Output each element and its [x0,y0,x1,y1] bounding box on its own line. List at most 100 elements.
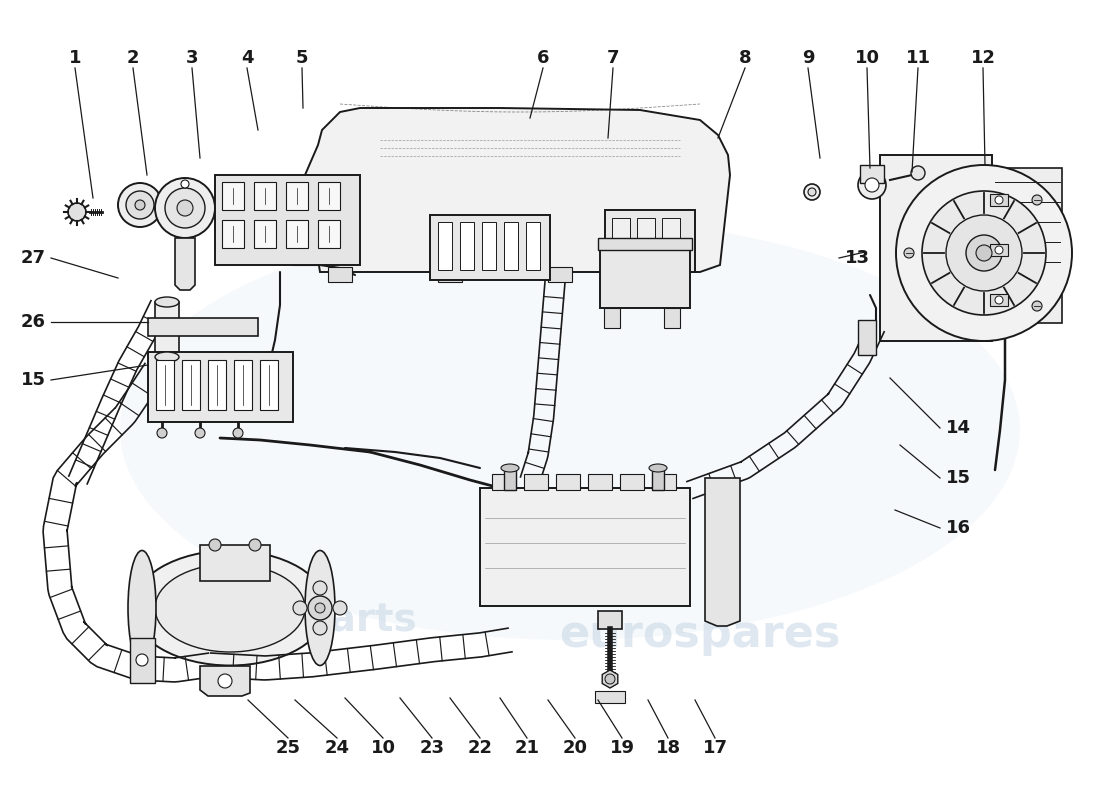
Bar [182,360,200,410]
Circle shape [233,428,243,438]
Circle shape [904,248,914,258]
Bar [556,474,580,490]
Circle shape [68,203,86,221]
Bar [600,248,690,308]
Bar [482,222,496,270]
Text: 4: 4 [241,49,253,67]
Bar [254,220,276,248]
Circle shape [249,539,261,551]
Bar [328,267,352,282]
FancyBboxPatch shape [214,175,360,265]
Circle shape [804,184,820,200]
Bar [460,222,474,270]
Bar [504,222,518,270]
Bar [526,222,540,270]
Ellipse shape [155,352,179,362]
FancyBboxPatch shape [605,210,695,272]
Bar [858,320,876,355]
Bar [620,474,644,490]
Text: 15: 15 [21,371,45,389]
Bar [148,318,258,336]
Bar [598,238,692,250]
Circle shape [333,601,346,615]
Ellipse shape [305,550,336,666]
Circle shape [858,171,886,199]
Bar [637,218,654,246]
Circle shape [157,428,167,438]
Circle shape [314,621,327,635]
Text: 10: 10 [855,49,880,67]
Text: 8: 8 [739,49,751,67]
Bar [222,220,244,248]
Bar [612,218,630,246]
Circle shape [808,188,816,196]
Bar [200,545,270,581]
Circle shape [314,581,327,595]
Ellipse shape [500,464,519,472]
Text: 20: 20 [562,739,587,757]
Bar [504,468,516,490]
Bar [604,308,620,328]
FancyBboxPatch shape [430,215,550,280]
Text: 11: 11 [905,49,931,67]
Bar [652,474,676,490]
Circle shape [218,674,232,688]
Circle shape [308,596,332,620]
Bar [990,244,1008,256]
Bar [286,220,308,248]
Bar [524,474,548,490]
Circle shape [865,178,879,192]
Circle shape [966,235,1002,271]
Text: 25: 25 [275,739,300,757]
Circle shape [182,180,189,188]
Bar [130,638,155,683]
Bar [658,267,682,282]
Circle shape [1032,301,1042,311]
Text: eurospares: eurospares [559,614,840,657]
Bar [992,168,1062,323]
Circle shape [118,183,162,227]
Text: 19: 19 [609,739,635,757]
Polygon shape [705,478,740,626]
Circle shape [922,191,1046,315]
Circle shape [996,196,1003,204]
Circle shape [976,245,992,261]
Polygon shape [175,238,195,290]
Bar [990,294,1008,306]
Bar [438,222,452,270]
Circle shape [155,178,214,238]
Text: 16: 16 [946,519,970,537]
Bar [664,308,680,328]
Bar [598,611,622,629]
Circle shape [209,539,221,551]
Bar [588,474,612,490]
Text: autoparts: autoparts [204,601,417,639]
Ellipse shape [128,550,156,666]
Circle shape [177,200,192,216]
Polygon shape [305,108,730,272]
Text: 24: 24 [324,739,350,757]
Ellipse shape [132,550,328,666]
Text: 21: 21 [515,739,539,757]
Text: 18: 18 [656,739,681,757]
Circle shape [996,246,1003,254]
Circle shape [315,603,324,613]
Text: 23: 23 [419,739,444,757]
Ellipse shape [155,564,305,652]
Text: 27: 27 [21,249,45,267]
Bar [860,165,884,183]
Circle shape [911,166,925,180]
Circle shape [126,191,154,219]
Text: 14: 14 [946,419,970,437]
Circle shape [946,215,1022,291]
Circle shape [996,296,1003,304]
Text: 1: 1 [68,49,81,67]
Circle shape [135,200,145,210]
Text: 2: 2 [126,49,140,67]
Bar [880,155,992,341]
Bar [990,194,1008,206]
Text: 13: 13 [845,249,869,267]
Bar [318,182,340,210]
Bar [156,360,174,410]
Ellipse shape [155,297,179,307]
